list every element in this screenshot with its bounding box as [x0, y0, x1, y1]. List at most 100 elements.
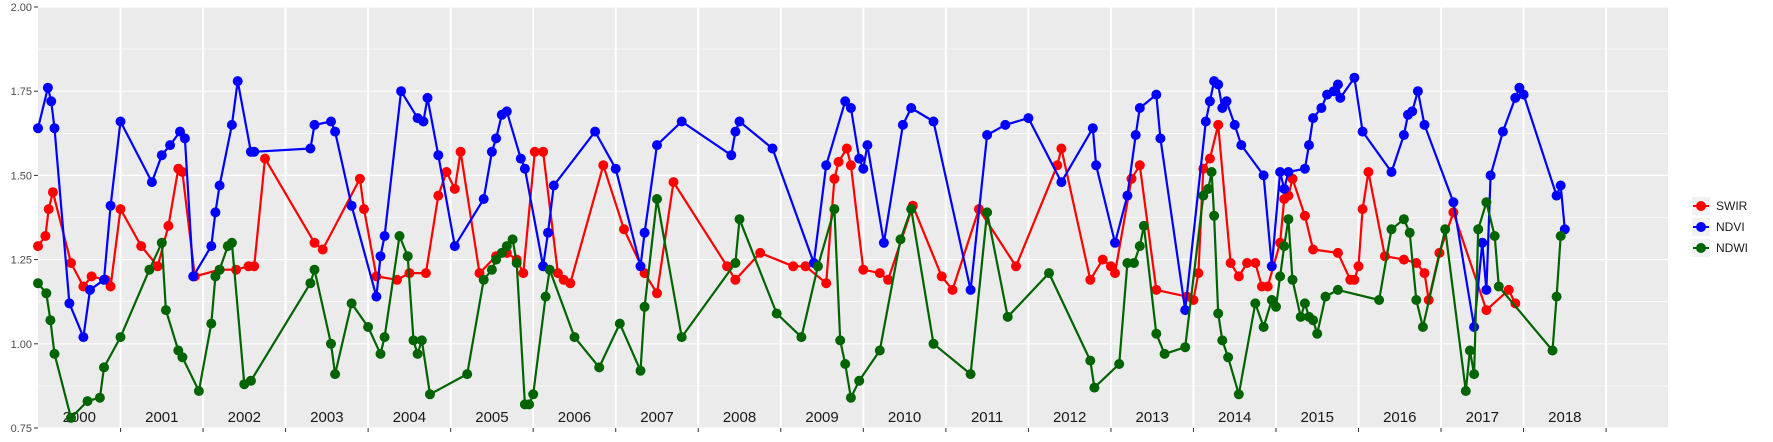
data-point-swir	[619, 224, 629, 235]
data-point-swir	[105, 281, 116, 292]
data-point-swir	[33, 241, 43, 252]
data-point-ndvi	[422, 92, 433, 103]
data-point-swir	[1349, 274, 1360, 285]
data-point-ndvi	[1229, 119, 1240, 130]
data-point-ndvi	[635, 261, 646, 272]
data-point-ndwi	[1460, 386, 1471, 396]
data-point-ndvi	[156, 150, 167, 161]
data-point-ndwi	[82, 396, 93, 407]
data-point-ndvi	[42, 82, 53, 93]
data-point-ndvi	[1122, 190, 1133, 201]
data-point-ndwi	[1203, 183, 1214, 194]
data-point-ndwi	[1295, 311, 1306, 322]
data-point-ndvi	[491, 133, 502, 144]
data-point-ndvi	[1485, 170, 1496, 181]
data-point-swir	[1242, 258, 1253, 268]
y-tick-label: 1.50	[11, 170, 32, 182]
data-point-swir	[1332, 247, 1343, 258]
data-point-ndwi	[309, 264, 320, 275]
data-point-ndvi	[188, 271, 199, 282]
data-point-swir	[359, 204, 369, 215]
data-point-ndvi	[396, 86, 407, 97]
data-point-ndvi	[78, 332, 89, 343]
data-point-ndvi	[105, 200, 116, 211]
data-point-ndwi	[676, 332, 687, 343]
data-point-ndvi	[906, 103, 917, 113]
data-point-swir	[529, 146, 540, 157]
data-point-swir	[788, 261, 799, 272]
data-point-swir	[449, 183, 460, 194]
data-point-swir	[722, 261, 733, 272]
y-tick-label: 2.00	[11, 2, 32, 14]
data-point-ndvi	[501, 106, 512, 117]
data-point-ndwi	[639, 301, 650, 312]
data-point-swir	[1085, 274, 1096, 285]
data-point-ndvi	[418, 116, 429, 127]
data-point-swir	[115, 204, 126, 215]
data-point-swir	[874, 268, 885, 279]
data-point-ndwi	[66, 412, 76, 423]
data-point-swir	[1419, 268, 1430, 279]
year-label: 2011	[971, 409, 1003, 426]
data-point-ndwi	[1283, 214, 1294, 225]
data-point-ndvi	[676, 116, 687, 127]
data-point-ndwi	[1213, 308, 1224, 319]
data-point-ndwi	[1440, 224, 1451, 235]
data-point-ndwi	[45, 315, 56, 326]
data-point-swir	[43, 204, 54, 215]
data-point-ndvi	[734, 116, 745, 127]
data-point-ndwi	[412, 348, 423, 359]
data-point-ndwi	[1312, 328, 1323, 339]
data-point-ndwi	[49, 348, 60, 359]
data-point-swir	[845, 160, 856, 171]
data-point-swir	[136, 241, 147, 252]
data-point-ndvi	[1349, 72, 1360, 83]
data-point-ndvi	[85, 284, 95, 295]
data-point-ndwi	[1287, 274, 1298, 285]
y-tick-label: 1.25	[11, 255, 32, 267]
data-point-ndwi	[1308, 315, 1319, 326]
data-point-ndvi	[1316, 103, 1327, 113]
year-label: 2018	[1548, 409, 1581, 426]
data-point-swir	[883, 274, 894, 285]
data-point-ndwi	[829, 204, 840, 215]
data-point-ndwi	[206, 318, 217, 329]
data-point-ndvi	[1398, 130, 1409, 140]
y-tick-label: 0.75	[11, 423, 32, 435]
data-point-ndwi	[156, 237, 167, 248]
data-point-ndwi	[41, 288, 52, 299]
data-point-ndvi	[1236, 140, 1247, 151]
data-point-ndvi	[1279, 183, 1290, 194]
data-point-swir	[309, 237, 320, 248]
data-point-swir	[231, 264, 242, 275]
data-point-swir	[598, 160, 609, 171]
legend: SWIR NDVI NDWI	[1692, 197, 1748, 257]
data-point-ndvi	[1110, 237, 1120, 248]
legend-item-ndvi: NDVI	[1692, 218, 1745, 236]
data-point-ndwi	[1206, 167, 1217, 177]
legend-item-ndwi: NDWI	[1692, 239, 1748, 257]
data-point-ndwi	[1299, 298, 1310, 309]
data-point-ndwi	[1473, 224, 1484, 235]
data-point-ndwi	[614, 318, 625, 329]
data-point-swir	[1363, 167, 1374, 177]
data-point-swir	[538, 146, 549, 157]
data-point-swir	[1398, 254, 1409, 265]
data-point-ndwi	[1320, 291, 1331, 302]
data-point-swir	[1151, 284, 1162, 295]
data-point-ndvi	[115, 116, 126, 127]
data-point-ndvi	[375, 251, 386, 262]
data-point-ndwi	[1386, 224, 1397, 235]
data-point-ndvi	[33, 123, 43, 134]
data-point-swir	[730, 274, 741, 285]
data-point-swir	[755, 247, 766, 258]
data-point-swir	[800, 261, 811, 272]
data-point-swir	[455, 146, 466, 157]
data-point-ndvi	[1304, 140, 1314, 151]
data-point-ndwi	[1134, 241, 1145, 252]
data-point-swir	[821, 278, 832, 289]
data-point-swir	[177, 167, 188, 177]
data-point-ndvi	[652, 140, 662, 151]
data-point-ndwi	[835, 335, 846, 346]
data-point-ndvi	[1357, 126, 1368, 137]
